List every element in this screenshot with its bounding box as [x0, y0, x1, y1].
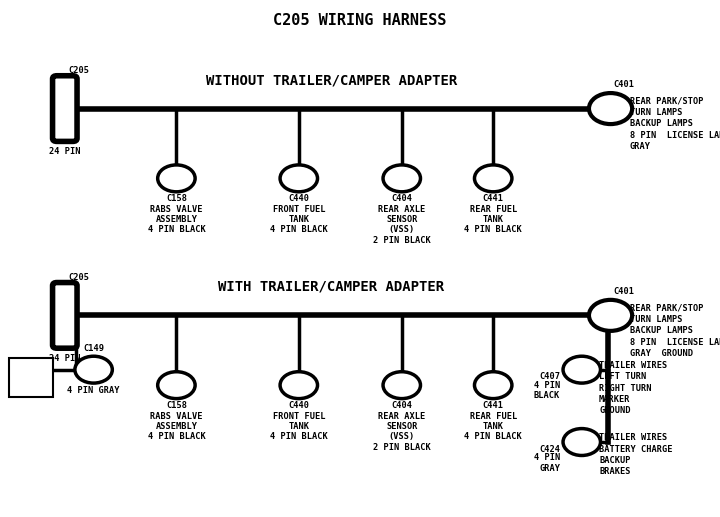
Text: WITH TRAILER/CAMPER ADAPTER: WITH TRAILER/CAMPER ADAPTER — [218, 280, 444, 294]
Text: 2 PIN BLACK: 2 PIN BLACK — [373, 443, 431, 451]
Text: 2 PIN BLACK: 2 PIN BLACK — [373, 236, 431, 245]
Circle shape — [383, 372, 420, 399]
Text: C407: C407 — [539, 372, 560, 381]
Text: TURN LAMPS: TURN LAMPS — [630, 108, 683, 117]
Text: C404: C404 — [391, 194, 413, 203]
Text: 4 PIN BLACK: 4 PIN BLACK — [270, 432, 328, 441]
Text: TRAILER: TRAILER — [12, 368, 50, 377]
Text: FRONT FUEL: FRONT FUEL — [273, 205, 325, 214]
Text: FRONT FUEL: FRONT FUEL — [273, 412, 325, 420]
Text: REAR AXLE: REAR AXLE — [378, 205, 426, 214]
Text: C158: C158 — [166, 401, 187, 410]
Circle shape — [280, 165, 318, 192]
FancyBboxPatch shape — [53, 282, 77, 348]
Text: C401: C401 — [613, 80, 634, 89]
Text: 4 PIN BLACK: 4 PIN BLACK — [148, 432, 205, 441]
Text: REAR FUEL: REAR FUEL — [469, 412, 517, 420]
Text: (VSS): (VSS) — [389, 225, 415, 234]
Circle shape — [474, 165, 512, 192]
Text: GRAY: GRAY — [630, 142, 651, 151]
Circle shape — [589, 93, 632, 124]
Bar — [9, 358, 53, 397]
Text: C404: C404 — [391, 401, 413, 410]
Circle shape — [589, 300, 632, 331]
Text: ASSEMBLY: ASSEMBLY — [156, 215, 197, 224]
Text: REAR PARK/STOP: REAR PARK/STOP — [630, 303, 703, 312]
Text: C440: C440 — [288, 194, 310, 203]
Text: 4 PIN BLACK: 4 PIN BLACK — [270, 225, 328, 234]
Text: BACKUP LAMPS: BACKUP LAMPS — [630, 326, 693, 335]
Text: GRAY  GROUND: GRAY GROUND — [630, 349, 693, 358]
Circle shape — [383, 165, 420, 192]
Text: 8 PIN  LICENSE LAMPS: 8 PIN LICENSE LAMPS — [630, 131, 720, 140]
Text: SENSOR: SENSOR — [386, 422, 418, 431]
Text: 4 PIN BLACK: 4 PIN BLACK — [148, 225, 205, 234]
Text: RELAY: RELAY — [18, 379, 44, 388]
Text: C424: C424 — [539, 445, 560, 453]
FancyBboxPatch shape — [53, 75, 77, 141]
Text: RABS VALVE: RABS VALVE — [150, 205, 202, 214]
Text: SENSOR: SENSOR — [386, 215, 418, 224]
Text: REAR FUEL: REAR FUEL — [469, 205, 517, 214]
Text: MARKER: MARKER — [599, 395, 631, 404]
Text: TRAILER WIRES: TRAILER WIRES — [599, 433, 667, 442]
Text: C205: C205 — [68, 66, 89, 75]
Text: REAR PARK/STOP: REAR PARK/STOP — [630, 97, 703, 105]
Circle shape — [563, 429, 600, 455]
Text: C205: C205 — [68, 273, 89, 282]
Text: C441: C441 — [482, 194, 504, 203]
Text: TANK: TANK — [482, 422, 504, 431]
Text: 24 PIN: 24 PIN — [49, 147, 81, 156]
Text: C158: C158 — [166, 194, 187, 203]
Text: C401: C401 — [613, 287, 634, 296]
Text: 4 PIN GRAY: 4 PIN GRAY — [68, 386, 120, 395]
Text: LEFT TURN: LEFT TURN — [599, 372, 647, 381]
Text: WITHOUT TRAILER/CAMPER ADAPTER: WITHOUT TRAILER/CAMPER ADAPTER — [206, 73, 456, 87]
Circle shape — [280, 372, 318, 399]
Circle shape — [158, 165, 195, 192]
Text: BLACK: BLACK — [534, 391, 560, 400]
Text: (VSS): (VSS) — [389, 432, 415, 441]
Circle shape — [75, 356, 112, 383]
Text: RIGHT TURN: RIGHT TURN — [599, 384, 652, 392]
Text: 4 PIN: 4 PIN — [534, 381, 560, 390]
Text: BATTERY CHARGE: BATTERY CHARGE — [599, 445, 672, 453]
Text: TANK: TANK — [482, 215, 504, 224]
Circle shape — [563, 356, 600, 383]
Text: REAR AXLE: REAR AXLE — [378, 412, 426, 420]
Text: C441: C441 — [482, 401, 504, 410]
Text: C149: C149 — [83, 344, 104, 353]
Text: TURN LAMPS: TURN LAMPS — [630, 315, 683, 324]
Text: ASSEMBLY: ASSEMBLY — [156, 422, 197, 431]
Text: RABS VALVE: RABS VALVE — [150, 412, 202, 420]
Text: BACKUP LAMPS: BACKUP LAMPS — [630, 119, 693, 128]
Text: BOX: BOX — [23, 391, 39, 400]
Text: 4 PIN: 4 PIN — [534, 453, 560, 462]
Text: 4 PIN BLACK: 4 PIN BLACK — [464, 225, 522, 234]
Text: C205 WIRING HARNESS: C205 WIRING HARNESS — [274, 13, 446, 28]
Text: BRAKES: BRAKES — [599, 467, 631, 476]
Text: 8 PIN  LICENSE LAMPS: 8 PIN LICENSE LAMPS — [630, 338, 720, 346]
Circle shape — [474, 372, 512, 399]
Text: 4 PIN BLACK: 4 PIN BLACK — [464, 432, 522, 441]
Text: GRAY: GRAY — [539, 464, 560, 473]
Circle shape — [158, 372, 195, 399]
Text: TANK: TANK — [288, 422, 310, 431]
Text: TANK: TANK — [288, 215, 310, 224]
Text: C440: C440 — [288, 401, 310, 410]
Text: TRAILER WIRES: TRAILER WIRES — [599, 361, 667, 370]
Text: GROUND: GROUND — [599, 406, 631, 415]
Text: BACKUP: BACKUP — [599, 456, 631, 465]
Text: 24 PIN: 24 PIN — [49, 354, 81, 363]
